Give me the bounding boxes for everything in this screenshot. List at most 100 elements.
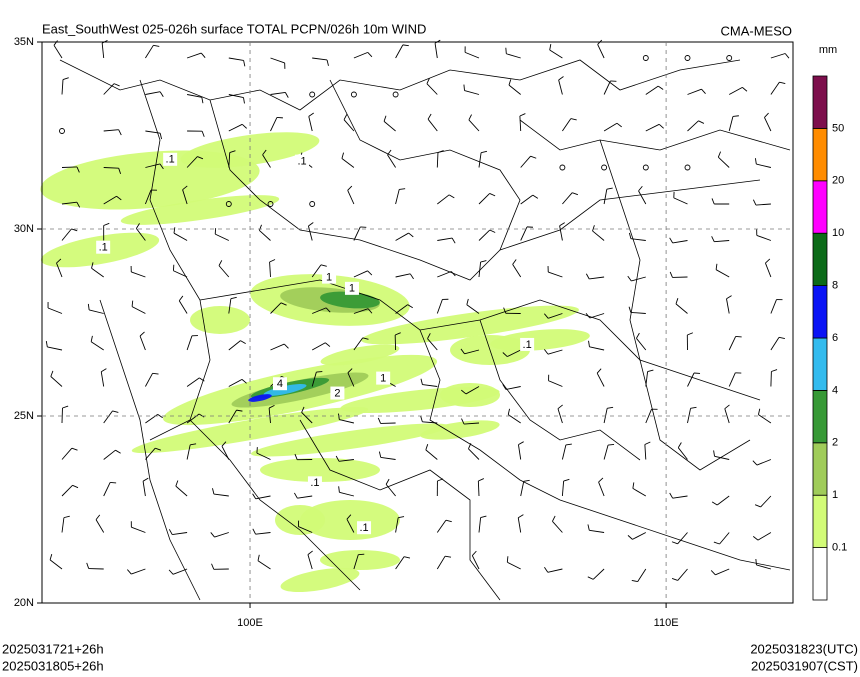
barb-flag <box>394 332 401 336</box>
barb-staff <box>728 336 737 351</box>
barb-flag <box>62 405 69 409</box>
barb-flag <box>461 389 467 395</box>
barb-staff <box>89 309 104 314</box>
calm-wind <box>59 128 65 134</box>
barb-staff <box>255 532 271 535</box>
barb-staff <box>91 267 104 278</box>
barb-staff <box>131 306 146 314</box>
barb-staff <box>478 152 482 168</box>
barb-flag <box>657 85 664 90</box>
calm-wind <box>684 55 691 61</box>
barb-flag <box>502 384 507 390</box>
barb-staff <box>589 313 605 319</box>
barb-staff <box>215 233 229 241</box>
map-frame <box>41 41 794 604</box>
barb-staff <box>506 53 521 59</box>
barb-staff <box>561 481 565 497</box>
barb-staff <box>218 265 230 278</box>
barb-flag <box>559 222 565 227</box>
precip-area <box>275 505 325 535</box>
barb-flag <box>507 408 510 415</box>
barb-staff <box>103 410 113 424</box>
barb-staff <box>638 190 647 205</box>
barb-flag <box>779 81 786 84</box>
barb-staff <box>589 346 605 351</box>
barb-staff <box>297 495 313 499</box>
barb-flag <box>752 460 758 466</box>
barb-flag <box>631 579 638 583</box>
boundary <box>299 419 501 601</box>
barb-flag <box>669 492 674 499</box>
boundary <box>519 119 791 151</box>
barb-staff <box>50 376 63 387</box>
barb-staff <box>56 262 63 278</box>
barb-flag <box>572 192 579 196</box>
calm-wind <box>684 164 691 171</box>
barb-flag <box>471 550 477 556</box>
barb-staff <box>756 564 772 570</box>
barb-flag <box>451 237 456 244</box>
barb-flag <box>173 227 176 234</box>
barb-staff <box>687 372 695 387</box>
barb-flag <box>402 44 409 47</box>
colorbar-label: 20 <box>832 175 844 187</box>
barb-staff <box>178 300 188 314</box>
barb-staff <box>395 189 400 205</box>
barb-flag <box>437 478 444 482</box>
barb-flag <box>711 236 715 242</box>
barb-flag <box>103 222 110 226</box>
barb-flag <box>241 379 247 384</box>
barb-flag <box>201 97 204 104</box>
barb-flag <box>675 298 679 305</box>
barb-flag <box>95 514 101 520</box>
boundary <box>59 59 741 111</box>
contour-label-bg <box>272 377 287 391</box>
barb-flag <box>420 415 423 422</box>
barb-flag <box>308 112 314 117</box>
barb-flag <box>159 91 164 98</box>
barb-staff <box>589 276 605 280</box>
barb-staff <box>61 79 64 95</box>
barb-staff <box>353 270 368 278</box>
barb-flag <box>284 92 289 98</box>
barb-flag <box>628 306 632 313</box>
barb-flag <box>190 443 197 446</box>
calm-wind <box>225 201 232 207</box>
barb-flag <box>115 449 121 454</box>
barb-staff <box>718 156 730 168</box>
barb-staff <box>131 526 146 533</box>
barb-staff <box>468 119 480 132</box>
colorbar-box <box>812 232 828 286</box>
barb-staff <box>756 234 772 241</box>
barb-staff <box>187 94 202 98</box>
barb-staff <box>259 230 271 241</box>
barb-staff <box>714 455 730 460</box>
barb-staff <box>186 335 193 351</box>
barb-flag <box>587 576 594 580</box>
barb-flag <box>131 300 134 307</box>
barb-flag <box>638 185 643 192</box>
barb-flag <box>480 150 488 154</box>
barb-staff <box>228 340 241 351</box>
barb-flag <box>87 303 90 310</box>
barb-flag <box>468 443 472 450</box>
barb-flag <box>543 349 549 355</box>
barb-flag <box>448 194 455 199</box>
colorbar-box <box>812 547 828 601</box>
barb-staff <box>673 197 688 205</box>
barb-flag <box>687 332 694 336</box>
colorbar-label: 0.1 <box>832 542 847 554</box>
colorbar-box <box>812 389 828 444</box>
barb-flag <box>532 194 539 199</box>
barb-flag <box>570 118 577 121</box>
barb-staff <box>436 152 439 168</box>
barb-flag <box>199 377 205 382</box>
barb-staff <box>268 408 271 424</box>
barb-flag <box>116 195 122 201</box>
barb-flag <box>784 53 790 59</box>
calm-wind <box>350 91 357 98</box>
barb-flag <box>460 348 465 355</box>
contour-label-bg <box>520 337 535 351</box>
barb-staff <box>380 456 396 460</box>
barb-staff <box>61 166 78 168</box>
